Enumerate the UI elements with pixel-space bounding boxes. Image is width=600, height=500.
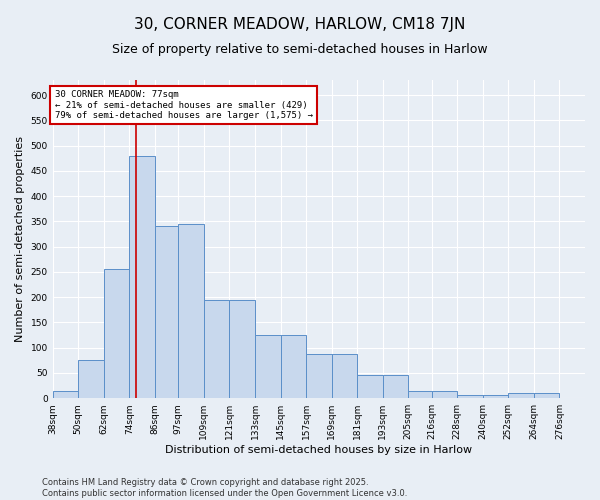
- Bar: [130, 156, 155, 398]
- Bar: [534, 393, 559, 398]
- Text: Contains HM Land Registry data © Crown copyright and database right 2025.
Contai: Contains HM Land Registry data © Crown c…: [42, 478, 407, 498]
- Text: Size of property relative to semi-detached houses in Harlow: Size of property relative to semi-detach…: [112, 42, 488, 56]
- Bar: [229, 300, 255, 398]
- Bar: [408, 390, 431, 398]
- Bar: [178, 224, 204, 398]
- Bar: [383, 376, 408, 398]
- Bar: [357, 376, 383, 398]
- Bar: [255, 335, 281, 398]
- Y-axis label: Number of semi-detached properties: Number of semi-detached properties: [15, 136, 25, 342]
- Text: 30, CORNER MEADOW, HARLOW, CM18 7JN: 30, CORNER MEADOW, HARLOW, CM18 7JN: [134, 18, 466, 32]
- Bar: [78, 360, 104, 398]
- Bar: [332, 354, 357, 398]
- X-axis label: Distribution of semi-detached houses by size in Harlow: Distribution of semi-detached houses by …: [165, 445, 472, 455]
- Bar: [53, 390, 78, 398]
- Bar: [457, 394, 483, 398]
- Bar: [508, 393, 534, 398]
- Bar: [306, 354, 332, 398]
- Bar: [104, 270, 130, 398]
- Bar: [483, 394, 508, 398]
- Text: 30 CORNER MEADOW: 77sqm
← 21% of semi-detached houses are smaller (429)
79% of s: 30 CORNER MEADOW: 77sqm ← 21% of semi-de…: [55, 90, 313, 120]
- Bar: [281, 335, 306, 398]
- Bar: [431, 390, 457, 398]
- Bar: [155, 226, 178, 398]
- Bar: [204, 300, 229, 398]
